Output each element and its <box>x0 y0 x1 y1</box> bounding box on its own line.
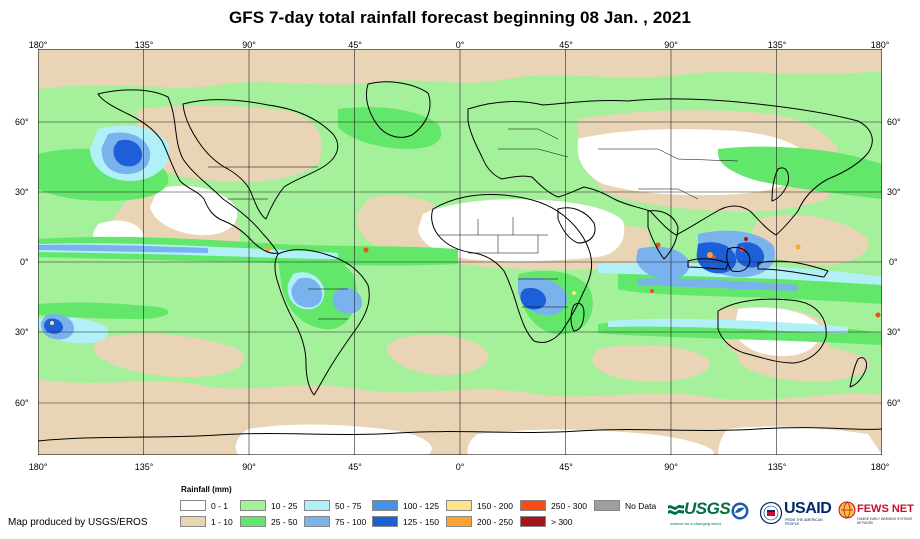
lon-label: 45° <box>348 40 362 50</box>
legend-title: Rainfall (mm) <box>181 485 232 494</box>
legend-swatch <box>372 516 398 527</box>
fews-net-logo[interactable]: FEWS NET FAMINE EARLY WARNING SYSTEMS NE… <box>838 500 916 530</box>
legend-swatch <box>446 500 472 511</box>
usaid-logo[interactable]: USAID FROM THE AMERICAN PEOPLE <box>784 500 836 530</box>
rain-extreme-zones <box>50 237 881 325</box>
legend-label: No Data <box>625 500 657 511</box>
usgs-tagline: science for a changing world <box>670 521 721 526</box>
legend-item: 125 - 150 <box>372 516 439 527</box>
lon-label: 90° <box>664 40 678 50</box>
lat-label: 60° <box>887 117 901 127</box>
legend-item: No Data <box>594 500 656 511</box>
lat-label: 60° <box>15 398 29 408</box>
legend-item: 1 - 10 <box>180 516 233 527</box>
legend-item: 0 - 1 <box>180 500 228 511</box>
lat-label: 0° <box>889 257 898 267</box>
usgs-wordmark: USGS <box>684 499 731 518</box>
legend-swatch <box>520 500 546 511</box>
legend-label: 250 - 300 <box>551 500 587 511</box>
lon-label: 180° <box>28 40 48 50</box>
usaid-wordmark: USAID <box>784 500 832 517</box>
lon-label: 45° <box>348 462 362 472</box>
legend-swatch <box>240 500 266 511</box>
lon-label: 135° <box>767 462 787 472</box>
rainfall-map[interactable] <box>38 49 882 455</box>
rainfall-map-svg <box>38 49 882 455</box>
usaid-tagline: FROM THE AMERICAN PEOPLE <box>785 518 823 526</box>
fews-tagline: FAMINE EARLY WARNING SYSTEMS NETWORK <box>857 517 913 525</box>
legend-label: 0 - 1 <box>211 500 229 511</box>
lon-label: 135° <box>767 40 787 50</box>
coastlines <box>38 81 882 442</box>
lon-label: 90° <box>242 40 256 50</box>
legend-swatch <box>372 500 398 511</box>
fews-globe-icon <box>838 501 856 519</box>
legend-item: 200 - 250 <box>446 516 513 527</box>
map-title: GFS 7-day total rainfall forecast beginn… <box>228 8 692 27</box>
legend-item: 250 - 300 <box>520 500 587 511</box>
legend-item: 50 - 75 <box>304 500 361 511</box>
lon-label: 0° <box>455 462 465 472</box>
legend-item: 150 - 200 <box>446 500 513 511</box>
lat-label: 60° <box>887 398 901 408</box>
lon-label: 45° <box>559 40 573 50</box>
legend-item: 75 - 100 <box>304 516 366 527</box>
lat-label: 30° <box>15 187 29 197</box>
noaa-seal-icon <box>731 502 749 520</box>
legend-item: 10 - 25 <box>240 500 297 511</box>
lat-label: 0° <box>20 257 29 267</box>
noaa-seal[interactable] <box>731 502 749 520</box>
lon-label: 135° <box>134 462 154 472</box>
legend-label: 100 - 125 <box>403 500 439 511</box>
legend-label: 1 - 10 <box>211 516 233 527</box>
legend-swatch <box>446 516 472 527</box>
legend-swatch <box>594 500 620 511</box>
legend-label: 125 - 150 <box>403 516 439 527</box>
lon-label: 0° <box>455 40 465 50</box>
lat-label: 60° <box>15 117 29 127</box>
legend-swatch <box>240 516 266 527</box>
legend-swatch <box>304 500 330 511</box>
legend-swatch <box>180 516 206 527</box>
usaid-seal[interactable] <box>759 501 783 525</box>
graticule <box>38 49 882 455</box>
legend-swatch <box>180 500 206 511</box>
country-borders <box>208 128 739 320</box>
lon-label: 90° <box>242 462 256 472</box>
lon-label: 135° <box>134 40 154 50</box>
legend-item: 25 - 50 <box>240 516 297 527</box>
legend-item: 100 - 125 <box>372 500 439 511</box>
usaid-seal-icon <box>759 501 783 525</box>
map-credit: Map produced by USGS/EROS <box>8 517 148 528</box>
usgs-wave-icon <box>668 504 684 515</box>
legend-label: 50 - 75 <box>335 500 362 511</box>
legend-swatch <box>304 516 330 527</box>
lat-label: 30° <box>887 187 901 197</box>
legend-label: 75 - 100 <box>335 516 367 527</box>
lat-label: 30° <box>15 327 29 337</box>
legend-label: 25 - 50 <box>271 516 298 527</box>
legend-label: > 300 <box>551 516 573 527</box>
lat-label: 30° <box>887 327 901 337</box>
legend-swatch <box>520 516 546 527</box>
legend-label: 10 - 25 <box>271 500 298 511</box>
legend-label: 150 - 200 <box>477 500 513 511</box>
legend-label: 200 - 250 <box>477 516 513 527</box>
lon-label: 90° <box>664 462 678 472</box>
lon-label: 45° <box>559 462 573 472</box>
lon-label: 180° <box>870 40 890 50</box>
lon-label: 180° <box>28 462 48 472</box>
lon-label: 180° <box>870 462 890 472</box>
fews-wordmark: FEWS NET <box>857 503 914 515</box>
usgs-logo[interactable]: USGS science for a changing world <box>668 499 736 530</box>
legend-item: > 300 <box>520 516 573 527</box>
